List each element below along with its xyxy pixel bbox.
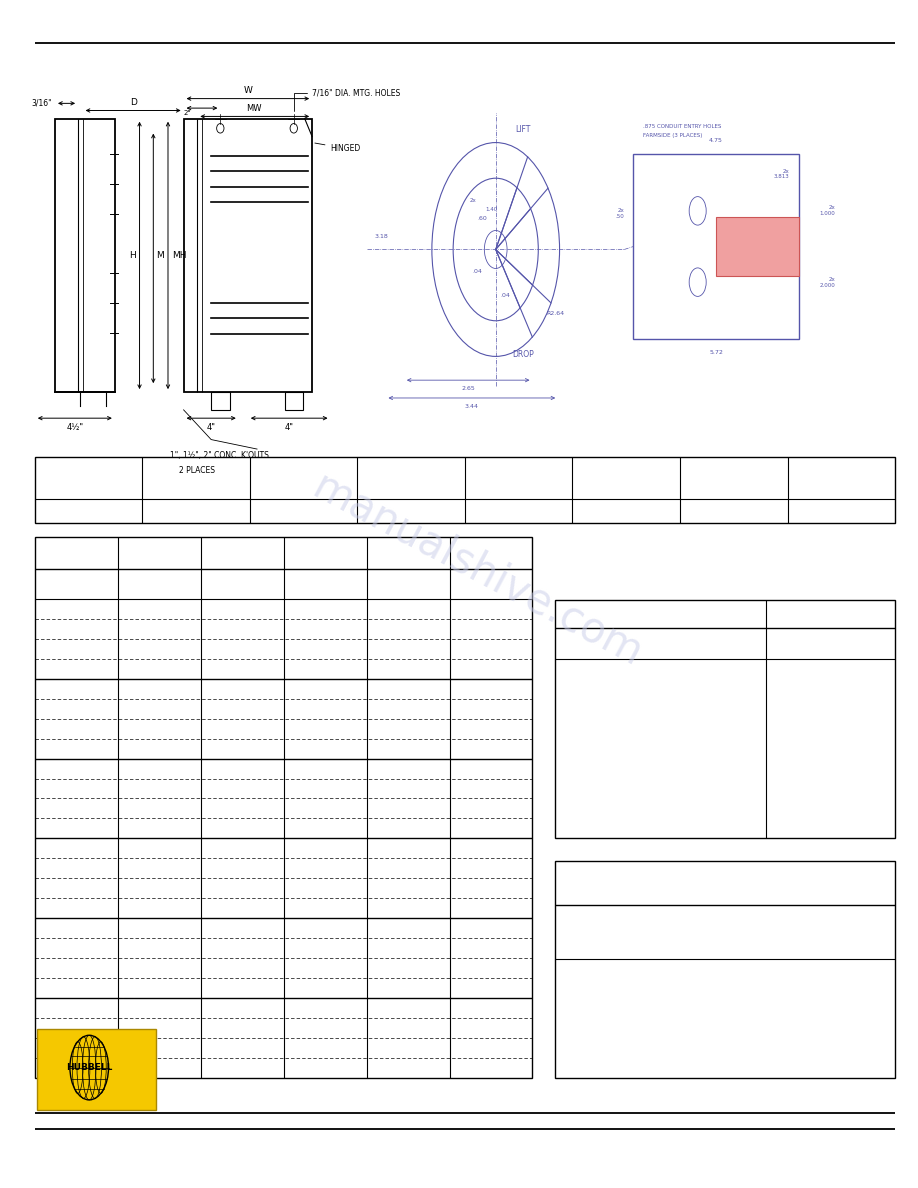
Text: LIFT: LIFT (516, 125, 531, 134)
Text: .60: .60 (477, 216, 487, 221)
Bar (35, 457, 895, 523)
Bar (716, 216, 799, 277)
Text: .04: .04 (500, 293, 509, 298)
Text: 5.72: 5.72 (709, 350, 723, 355)
Bar (184, 119, 312, 392)
Bar (211, 392, 230, 410)
Text: 2x
3.813: 2x 3.813 (774, 169, 789, 179)
Text: MH: MH (173, 251, 187, 260)
Text: 2x
.50: 2x .50 (615, 208, 624, 219)
Bar (55, 119, 115, 392)
Text: 4": 4" (207, 423, 216, 432)
Text: HINGED: HINGED (315, 143, 361, 153)
Text: MW: MW (247, 103, 262, 113)
Text: .875 CONDUIT ENTRY HOLES: .875 CONDUIT ENTRY HOLES (643, 125, 721, 129)
Text: 2 PLACES: 2 PLACES (179, 466, 216, 475)
Text: 2": 2" (184, 110, 191, 116)
Text: 2x: 2x (469, 198, 476, 203)
Text: 1.40: 1.40 (485, 208, 498, 213)
Text: DROP: DROP (512, 350, 534, 360)
Text: M: M (156, 251, 163, 260)
Text: H: H (129, 251, 136, 260)
Text: FARMSIDE (3 PLACES): FARMSIDE (3 PLACES) (643, 133, 702, 138)
Text: 2x
1.000: 2x 1.000 (820, 206, 835, 216)
Bar (633, 154, 799, 339)
Text: D: D (129, 97, 137, 107)
Text: 1", 1½", 2" CONC. K'OUTS: 1", 1½", 2" CONC. K'OUTS (170, 451, 269, 461)
Bar (555, 600, 895, 838)
Text: W: W (243, 86, 252, 95)
Text: 3.44: 3.44 (465, 404, 479, 409)
Text: 4.75: 4.75 (709, 138, 723, 143)
Bar (35, 537, 532, 1078)
Text: 4½": 4½" (67, 423, 84, 432)
Text: 3/16": 3/16" (32, 99, 52, 108)
Text: 3.18: 3.18 (375, 234, 387, 239)
Bar (37, 1029, 156, 1110)
Text: 2.65: 2.65 (462, 386, 475, 391)
Text: R2.64: R2.64 (546, 311, 565, 316)
Text: manualshive.com: manualshive.com (305, 466, 650, 675)
Text: HUBBELL: HUBBELL (66, 1063, 112, 1072)
Text: 2x
2.000: 2x 2.000 (820, 277, 835, 287)
Text: 4": 4" (285, 423, 294, 432)
Bar (555, 861, 895, 1078)
Text: .04: .04 (473, 270, 482, 274)
Bar (285, 392, 303, 410)
Text: 7/16" DIA. MTG. HOLES: 7/16" DIA. MTG. HOLES (294, 88, 400, 112)
